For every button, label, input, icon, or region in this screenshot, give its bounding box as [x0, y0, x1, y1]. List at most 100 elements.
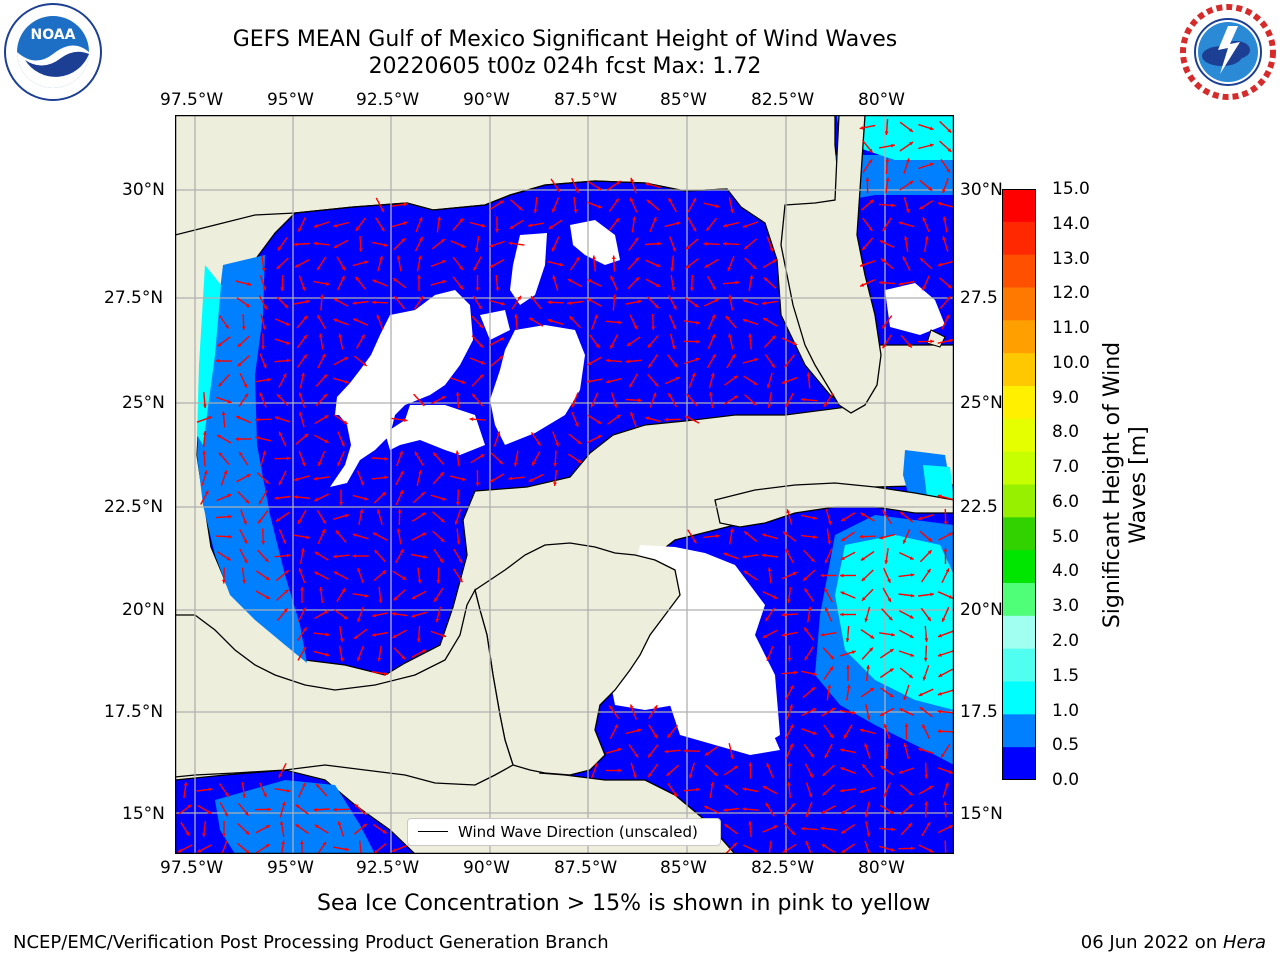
wave-arrow-head — [924, 801, 929, 806]
wave-arrow-head — [684, 749, 688, 753]
x-tick-bottom-90w: 90°W — [463, 858, 510, 878]
wave-arrow-head — [275, 517, 280, 522]
wave-arrow-head — [805, 813, 810, 817]
wave-arrow-head — [352, 533, 357, 537]
colorbar-segment — [1002, 451, 1036, 486]
wave-arrow-head — [185, 831, 190, 836]
wave-arrow-head — [461, 244, 466, 248]
wave-arrow-head — [946, 168, 950, 173]
wave-arrow-head — [266, 595, 270, 599]
wave-arrow-head — [868, 226, 873, 231]
wave-arrow-head — [285, 322, 290, 326]
cuba — [714, 482, 954, 528]
wave-arrow-head — [821, 844, 826, 848]
wave-arrow-head — [748, 821, 752, 825]
wave-arrow-head — [922, 286, 926, 291]
wave-arrow-head — [247, 282, 252, 286]
wave-arrow-head — [731, 354, 736, 359]
wave-arrow-head — [879, 280, 883, 285]
wave-arrow-head — [378, 599, 383, 603]
noaa-logo: NOAA — [4, 3, 102, 101]
wave-arrow-head — [771, 363, 775, 368]
wave-arrow-head — [767, 404, 772, 408]
wave-arrow-head — [265, 576, 270, 580]
wave-arrow-head — [399, 490, 404, 495]
wave-arrow-head — [827, 540, 832, 545]
wave-arrow-head — [459, 218, 464, 223]
wave-arrow-head — [277, 246, 282, 251]
wave-arrow-head — [924, 236, 929, 240]
wave-arrow-head — [384, 456, 388, 461]
wave-arrow-head — [284, 304, 289, 309]
wave-arrow-head — [513, 462, 518, 467]
wave-arrow-head — [712, 285, 716, 290]
colorbar-tick: 1.0 — [1052, 700, 1080, 721]
wave-arrow-head — [801, 397, 805, 402]
x-tick-top-82.5w: 82.5°W — [751, 90, 815, 110]
wave-arrow-head — [314, 551, 319, 556]
wave-arrow-head — [281, 801, 286, 806]
wave-arrow-head — [237, 362, 242, 367]
wave-arrow-head — [611, 255, 616, 260]
wave-arrow-head — [882, 324, 886, 329]
wave-arrow-head — [692, 227, 696, 232]
wave-arrow-head — [785, 549, 789, 553]
wave-arrow-head — [473, 266, 477, 271]
wave-arrow-head — [358, 248, 363, 252]
wave-arrow-head — [339, 657, 344, 662]
wave-arrow-head — [771, 335, 776, 340]
wave-arrow-head — [807, 606, 812, 611]
wave-arrow-head — [937, 202, 942, 206]
wave-arrow-head — [616, 181, 621, 185]
wave-arrow-head — [384, 671, 388, 676]
wave-arrow-head — [634, 753, 639, 758]
wave-arrow-head — [938, 633, 942, 638]
wave-arrow-head — [733, 395, 738, 400]
wave-arrow-head — [902, 539, 907, 544]
wave-arrow-head — [478, 305, 482, 310]
wave-arrow-head — [459, 285, 463, 290]
colorbar-tick: 6.0 — [1052, 491, 1080, 512]
wave-arrow-head — [869, 199, 874, 204]
wave-arrow-head — [226, 556, 231, 561]
colorbar-segment — [1002, 583, 1036, 617]
wave-arrow-head — [322, 841, 326, 846]
wave-arrow-head — [664, 749, 669, 754]
y-tick-left-20n: 20°N — [122, 600, 165, 620]
wave-arrow-head — [489, 243, 494, 248]
wave-arrow-head — [646, 199, 651, 204]
wave-arrow-head — [728, 294, 732, 299]
wave-arrow-head — [709, 392, 713, 396]
wave-arrow-head — [587, 298, 592, 303]
wave-arrow-head — [306, 535, 310, 540]
wave-arrow-head — [824, 402, 828, 407]
wave-arrow-head — [399, 451, 403, 455]
wave-arrow-head — [824, 607, 829, 612]
wave-arrow-head — [282, 373, 287, 378]
sea-ice-caption: Sea Ice Concentration > 15% is shown in … — [317, 891, 931, 916]
wave-arrow-head — [616, 414, 621, 419]
wave-arrow-head — [929, 126, 934, 131]
wave-arrow-head — [594, 763, 598, 767]
wave-arrow-head — [668, 393, 672, 398]
wave-arrow-head — [357, 568, 361, 572]
wave-arrow-head — [749, 275, 754, 279]
wave-arrow-head — [222, 579, 226, 584]
wave-arrow-head — [918, 747, 923, 752]
wave-arrow-head — [300, 548, 305, 552]
wave-arrow-head — [906, 158, 910, 163]
wave-arrow-head — [295, 824, 300, 828]
wave-arrow-head — [909, 614, 914, 619]
wave-arrow-head — [634, 237, 639, 242]
wave-arrow-head — [844, 734, 848, 739]
wave-arrow-head — [706, 226, 711, 231]
wave-arrow-head — [846, 684, 851, 689]
wave-arrow-head — [656, 283, 661, 287]
wave-arrow-head — [396, 528, 401, 533]
wave-arrow-head — [928, 186, 933, 191]
wave-arrow-head — [298, 411, 303, 416]
wave-arrow-head — [357, 657, 361, 661]
wave-arrow-head — [354, 635, 359, 639]
wave-arrow-head — [597, 435, 602, 439]
wave-arrow-head — [333, 223, 338, 228]
